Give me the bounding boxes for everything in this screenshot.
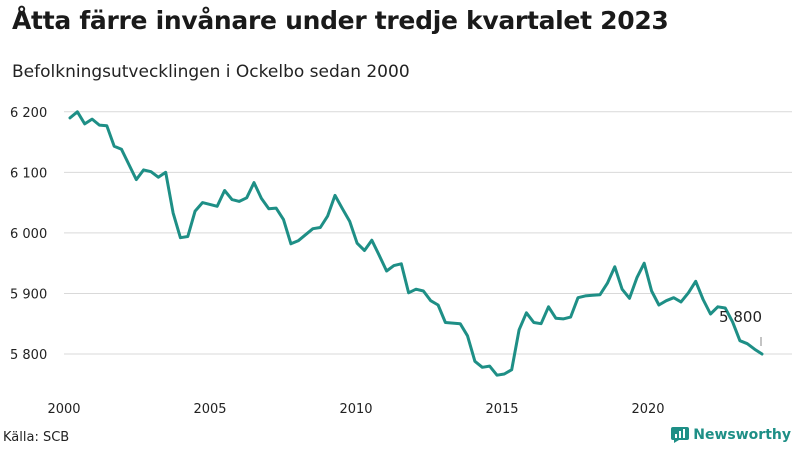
y-tick-label: 6 100 [10, 166, 47, 181]
brand-logo: Newsworthy [671, 427, 791, 443]
last-value-annotation: 5 800 [719, 308, 762, 346]
chart-subtitle: Befolkningsutvecklingen i Ockelbo sedan … [12, 62, 410, 82]
x-tick-label: 2010 [339, 402, 372, 417]
population-line [68, 110, 764, 377]
x-tick-label: 2005 [193, 402, 226, 417]
x-tick-label: 2020 [631, 402, 664, 417]
newsworthy-logo-icon [671, 427, 690, 443]
x-tick-label: 2015 [485, 402, 518, 417]
x-axis-ticks: 2000 2005 2010 2015 2020 [47, 402, 664, 417]
brand-name: Newsworthy [693, 427, 791, 443]
series-group [68, 110, 764, 377]
gridlines [64, 111, 792, 355]
y-tick-label: 5 800 [10, 348, 47, 363]
y-axis-ticks: 5 800 5 900 6 000 6 100 6 200 [10, 106, 47, 363]
y-tick-label: 6 200 [10, 106, 47, 121]
y-tick-label: 5 900 [10, 287, 47, 302]
source-note: Källa: SCB [3, 430, 70, 445]
last-value-label: 5 800 [719, 308, 762, 326]
x-tick-label: 2000 [47, 402, 80, 417]
chart-title: Åtta färre invånare under tredje kvartal… [12, 6, 669, 35]
y-tick-label: 6 000 [10, 227, 47, 242]
